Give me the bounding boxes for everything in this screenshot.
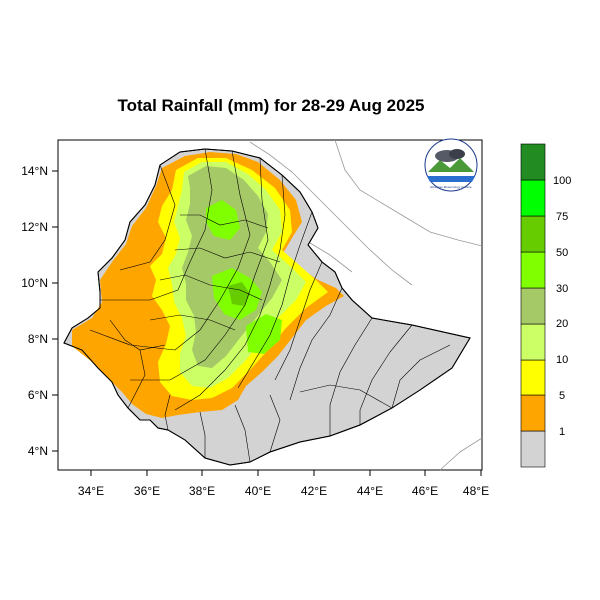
x-tick-label: 34°E [78, 484, 104, 498]
map-title: Total Rainfall (mm) for 28-29 Aug 2025 [117, 96, 425, 115]
y-axis-ticks [52, 170, 58, 452]
legend-label-75: 75 [556, 211, 568, 223]
x-tick-label: 36°E [134, 484, 160, 498]
zone-30-50mm-east [246, 314, 282, 354]
y-tick-label: 8°N [28, 332, 48, 346]
legend-label-1: 1 [559, 426, 565, 438]
meteorology-institute-logo: Ethiopian Meteorology Institute [424, 138, 478, 192]
y-tick-label: 14°N [21, 164, 48, 178]
y-tick-labels: 14°N 12°N 10°N 8°N 6°N 4°N [21, 164, 48, 458]
legend-bin-6 [520, 215, 546, 253]
legend-bin-1 [520, 394, 546, 432]
neighbor-borders [249, 139, 483, 471]
legend-label-10: 10 [556, 354, 568, 366]
x-tick-label: 42°E [301, 484, 327, 498]
x-tick-label: 46°E [412, 484, 438, 498]
country-outline [63, 148, 471, 466]
y-tick-label: 6°N [28, 388, 48, 402]
y-tick-label: 4°N [28, 444, 48, 458]
logo-caption: Ethiopian Meteorology Institute [430, 185, 472, 189]
zone-50-75mm [228, 282, 250, 306]
legend-bin-7 [520, 179, 546, 217]
legend-label-5: 5 [559, 390, 565, 402]
legend-colorbar [520, 143, 546, 468]
x-tick-label: 40°E [245, 484, 271, 498]
legend-label-30: 30 [556, 283, 568, 295]
legend-label-100: 100 [553, 175, 571, 187]
legend-bin-5 [520, 251, 546, 289]
x-axis-ticks [90, 470, 482, 476]
x-tick-label: 38°E [189, 484, 215, 498]
zone-30-50mm-north [206, 200, 240, 240]
x-tick-label: 44°E [357, 484, 383, 498]
legend-bin-3 [520, 323, 546, 361]
admin-borders [89, 148, 451, 463]
y-tick-label: 12°N [21, 220, 48, 234]
y-tick-label: 10°N [21, 276, 48, 290]
legend-bin-4 [520, 287, 546, 325]
legend-bin-8 [520, 143, 546, 181]
legend-label-50: 50 [556, 247, 568, 259]
x-tick-labels: 34°E 36°E 38°E 40°E 42°E 44°E 46°E 48°E [78, 484, 489, 498]
x-tick-label: 48°E [463, 484, 489, 498]
legend-label-20: 20 [556, 318, 568, 330]
legend-labels: 1 5 10 20 30 50 75 100 [553, 175, 571, 438]
legend-bin-2 [520, 359, 546, 396]
legend-bin-0 [520, 430, 546, 468]
